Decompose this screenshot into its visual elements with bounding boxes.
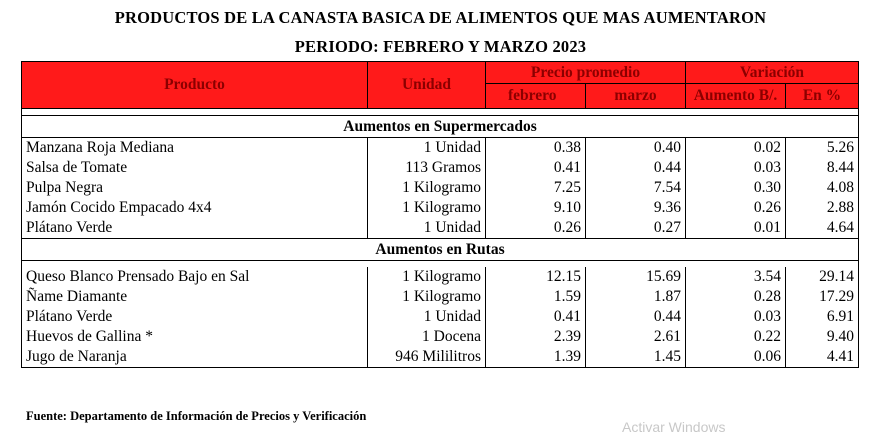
cell-pct: 6.91 (785, 307, 860, 327)
cell-febrero: 2.39 (485, 327, 586, 347)
cell-aumento: 0.03 (685, 307, 787, 327)
cell-unidad: 1 Unidad (367, 218, 486, 239)
cell-aumento: 0.06 (685, 347, 787, 368)
cell-unidad: 113 Gramos (367, 158, 486, 178)
table-row: Manzana Roja Mediana 1 Unidad 0.38 0.40 … (21, 137, 860, 158)
table-row: Ñame Diamante 1 Kilogramo 1.59 1.87 0.28… (21, 287, 860, 307)
cell-marzo: 1.45 (584, 347, 687, 368)
header-febrero: febrero (485, 83, 586, 109)
table-row: Jugo de Naranja 946 Mililitros 1.39 1.45… (21, 347, 860, 368)
cell-febrero: 0.41 (485, 307, 586, 327)
cell-pct: 5.26 (785, 137, 860, 158)
section-title: Aumentos en Supermercados (20, 115, 860, 138)
table-row: Salsa de Tomate 113 Gramos 0.41 0.44 0.0… (21, 158, 860, 178)
cell-aumento: 0.28 (685, 287, 787, 307)
cell-producto: Jamón Cocido Empacado 4x4 (21, 198, 368, 218)
cell-aumento: 0.30 (685, 178, 787, 198)
cell-producto: Plátano Verde (21, 218, 368, 239)
cell-marzo: 1.87 (584, 287, 687, 307)
cell-pct: 4.64 (785, 218, 860, 239)
report-title: PRODUCTOS DE LA CANASTA BASICA DE ALIMEN… (114, 8, 767, 27)
cell-unidad: 1 Kilogramo (367, 178, 486, 198)
activation-watermark: Activar Windows (622, 419, 726, 435)
cell-pct: 29.14 (785, 267, 860, 287)
section-title: Aumentos en Rutas (20, 238, 860, 261)
cell-febrero: 9.10 (485, 198, 586, 218)
header-precio-promedio: Precio promedio (484, 61, 687, 84)
cell-aumento: 3.54 (685, 267, 787, 287)
table-row: Huevos de Gallina * 1 Docena 2.39 2.61 0… (21, 327, 860, 347)
source-note: Fuente: Departamento de Información de P… (26, 409, 367, 423)
cell-producto: Manzana Roja Mediana (21, 137, 368, 158)
cell-unidad: 1 Unidad (367, 307, 486, 327)
cell-unidad: 1 Unidad (367, 137, 486, 158)
cell-marzo: 0.44 (584, 158, 687, 178)
cell-febrero: 1.39 (485, 347, 586, 368)
table-row: Plátano Verde 1 Unidad 0.26 0.27 0.01 4.… (21, 218, 860, 239)
report-period: PERIODO: FEBRERO Y MARZO 2023 (294, 37, 587, 56)
cell-pct: 8.44 (785, 158, 860, 178)
cell-producto: Jugo de Naranja (21, 347, 368, 368)
cell-producto: Plátano Verde (21, 307, 368, 327)
cell-marzo: 0.44 (584, 307, 687, 327)
header-aumento: Aumento B/. (685, 83, 787, 109)
cell-producto: Huevos de Gallina * (21, 327, 368, 347)
cell-marzo: 0.40 (584, 137, 687, 158)
cell-unidad: 1 Kilogramo (367, 267, 486, 287)
table-row: Jamón Cocido Empacado 4x4 1 Kilogramo 9.… (21, 198, 860, 218)
cell-unidad: 946 Mililitros (367, 347, 486, 368)
cell-febrero: 0.41 (485, 158, 586, 178)
cell-febrero: 1.59 (485, 287, 586, 307)
table-row: Plátano Verde 1 Unidad 0.41 0.44 0.03 6.… (21, 307, 860, 327)
header-variacion: Variación (685, 61, 860, 84)
cell-aumento: 0.22 (685, 327, 787, 347)
price-table: Producto Unidad Precio promedio Variació… (20, 61, 860, 368)
cell-producto: Queso Blanco Prensado Bajo en Sal (21, 267, 368, 287)
cell-unidad: 1 Kilogramo (367, 287, 486, 307)
cell-febrero: 7.25 (485, 178, 586, 198)
cell-pct: 4.41 (785, 347, 860, 368)
cell-febrero: 12.15 (485, 267, 586, 287)
cell-febrero: 0.26 (485, 218, 586, 239)
cell-producto: Ñame Diamante (21, 287, 368, 307)
cell-marzo: 7.54 (584, 178, 687, 198)
cell-pct: 17.29 (785, 287, 860, 307)
header-unidad: Unidad (367, 61, 486, 109)
header-marzo: marzo (584, 83, 687, 109)
cell-marzo: 15.69 (584, 267, 687, 287)
table-row: Pulpa Negra 1 Kilogramo 7.25 7.54 0.30 4… (21, 178, 860, 198)
cell-aumento: 0.01 (685, 218, 787, 239)
header-producto: Producto (21, 61, 368, 109)
cell-producto: Pulpa Negra (21, 178, 368, 198)
table-row: Queso Blanco Prensado Bajo en Sal 1 Kilo… (21, 267, 860, 287)
cell-aumento: 0.03 (685, 158, 787, 178)
cell-aumento: 0.26 (685, 198, 787, 218)
cell-unidad: 1 Docena (367, 327, 486, 347)
header-en-pct: En % (785, 83, 860, 109)
cell-pct: 9.40 (785, 327, 860, 347)
cell-pct: 4.08 (785, 178, 860, 198)
cell-unidad: 1 Kilogramo (367, 198, 486, 218)
cell-febrero: 0.38 (485, 137, 586, 158)
cell-marzo: 0.27 (584, 218, 687, 239)
cell-aumento: 0.02 (685, 137, 787, 158)
cell-pct: 2.88 (785, 198, 860, 218)
cell-marzo: 2.61 (584, 327, 687, 347)
cell-producto: Salsa de Tomate (21, 158, 368, 178)
cell-marzo: 9.36 (584, 198, 687, 218)
